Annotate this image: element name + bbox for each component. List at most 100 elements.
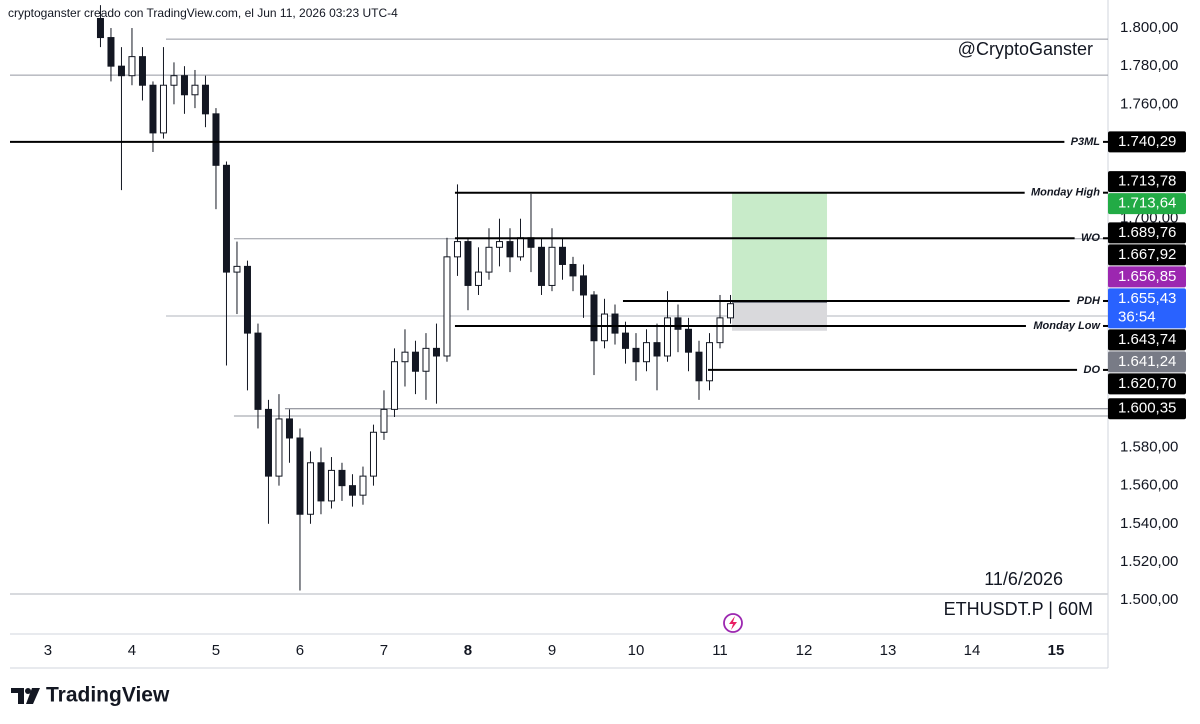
candle-body [191,84,199,96]
x-tick-label: 7 [380,642,388,659]
y-tick-label: 1.500,00 [1120,591,1178,608]
symbol-label: ETHUSDT.P | 60M [944,599,1093,619]
candle-body [621,332,629,349]
watermark: @CryptoGanster [958,39,1093,59]
candle-body [317,462,325,502]
x-tick-label: 13 [880,642,897,659]
x-tick-label: 12 [796,642,813,659]
candle-body [285,418,293,439]
candle-body [222,164,230,273]
y-tick-label: 1.780,00 [1120,57,1178,74]
price-box [1108,171,1186,193]
candle-body [443,256,451,357]
candle-body [264,408,272,477]
candle-body [306,462,314,515]
candle-body [632,347,640,363]
price-box-label: 1.643,74 [1118,331,1176,348]
candle-body [600,313,608,342]
candle-body [380,408,388,433]
level-name: Monday Low [1033,320,1101,332]
level-name: WO [1081,232,1100,244]
candle-body [485,246,493,273]
candle-body [411,351,419,372]
price-box [1108,131,1186,153]
candle-body [369,431,377,477]
candle-body [401,351,409,363]
x-tick-label: 9 [548,642,556,659]
candle-body [128,56,136,77]
candle-body [201,84,209,115]
x-tick-label: 3 [44,642,52,659]
brand-name[interactable]: TradingView [46,684,170,707]
price-box-label: 1.620,70 [1118,375,1176,392]
candle-body [432,347,440,357]
price-box [1108,222,1186,244]
price-box-label: 1.713,78 [1118,173,1176,190]
candle-body [516,237,524,258]
countdown-label: 36:54 [1118,308,1156,325]
candle-body [590,294,598,342]
candle-body [663,317,671,357]
position-profit [732,192,828,303]
candle-body [96,17,104,39]
candle-body [170,75,178,86]
candle-body [653,342,661,357]
price-box [1108,329,1186,351]
x-tick-label: 10 [628,642,645,659]
candle-body [464,241,472,286]
x-tick-label: 15 [1048,642,1065,659]
candle-body [453,241,461,258]
candle-body [684,328,692,353]
candle-body [359,475,367,496]
price-box-label: 1.713,64 [1118,195,1176,212]
candle-body [506,241,514,258]
candle-body [474,271,482,286]
price-box [1108,288,1186,329]
price-box-label: 1.689,76 [1118,224,1176,241]
candle-body [212,113,220,166]
candle-body [716,317,724,344]
x-tick-label: 4 [128,642,136,659]
candle-body [180,75,188,96]
candle-body [548,246,556,286]
candle-body [642,342,650,363]
candle-body [138,56,146,86]
price-box-label: 1.740,29 [1118,133,1176,150]
price-box-label: 1.656,85 [1118,268,1176,285]
y-tick-label: 1.520,00 [1120,553,1178,570]
header-text: cryptoganster creado con TradingView.com… [8,6,398,20]
candle-body [422,347,430,372]
candle-body [695,351,703,382]
candle-body [327,469,335,502]
price-box [1108,351,1186,373]
x-tick-label: 14 [964,642,981,659]
candle-body [348,485,356,496]
price-box [1108,193,1186,215]
y-tick-label: 1.580,00 [1120,438,1178,455]
y-tick-label: 1.540,00 [1120,515,1178,532]
x-tick-label: 8 [464,642,472,659]
candle-body [107,37,115,67]
level-name: DO [1084,364,1101,376]
candle-body [569,263,577,277]
candle-body [705,342,713,382]
price-box [1108,266,1186,288]
candle-body [117,65,125,77]
candle-body [390,361,398,410]
tradingview-logo[interactable] [11,688,40,704]
plot-area: 3 4 5 6 7 8 9 10 11 12 13 14 15 1.500,00 1.520,00 1.540… [10,5,1178,659]
level-name: Monday High [1031,187,1100,199]
price-box [1108,244,1186,266]
lightning-icon[interactable] [723,613,743,633]
y-tick-label: 1.760,00 [1120,95,1178,112]
candle-body [149,84,157,134]
candle-body [296,437,304,515]
x-tick-label: 6 [296,642,304,659]
price-box [1108,373,1186,395]
candle-body [159,84,167,134]
candle-body [495,241,503,248]
price-box-label: 1.655,43 [1118,290,1176,307]
x-tick-label: 5 [212,642,220,659]
